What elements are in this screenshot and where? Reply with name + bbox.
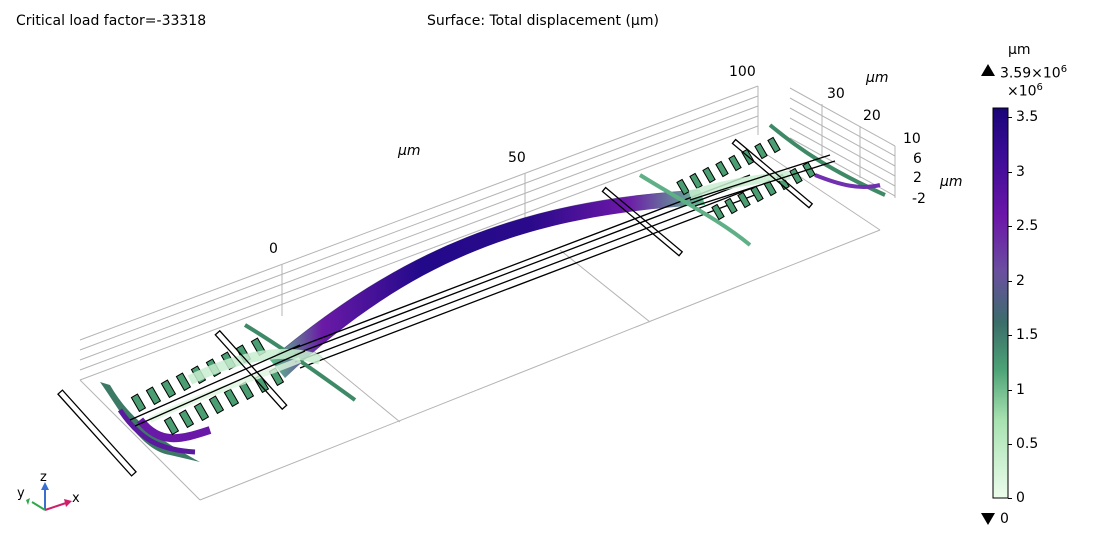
- axis-triad: [26, 482, 72, 511]
- colorbar-unit: µm: [1008, 42, 1031, 58]
- triad-x-label: x: [72, 491, 80, 506]
- colorbar-tick: [1008, 390, 1012, 391]
- beam-undeformed: [289, 174, 761, 369]
- z-axis-unit: µm: [940, 174, 963, 190]
- x-tick-100: 100: [729, 64, 756, 80]
- colorbar-tick: [1008, 498, 1012, 499]
- y-axis-unit: µm: [866, 70, 889, 86]
- z-tick-6: 6: [913, 151, 922, 167]
- colorbar-tick: [1008, 281, 1012, 282]
- colorbar-tick-label: 2: [1016, 273, 1025, 289]
- colorbar-tick: [1008, 444, 1012, 445]
- surface-title: Surface: Total displacement (µm): [427, 13, 659, 29]
- colorbar-tick-label: 3.5: [1016, 109, 1039, 125]
- max-marker-icon: [981, 64, 995, 76]
- colorbar-tick: [1008, 226, 1012, 227]
- left-comb: [57, 323, 357, 477]
- colorbar-tick-label: 1: [1016, 382, 1025, 398]
- colorbar-tick-label: 0: [1016, 490, 1025, 506]
- triad-y-label: y: [17, 486, 25, 501]
- colorbar-tick-label: 3: [1016, 164, 1025, 180]
- x-tick-0: 0: [269, 241, 278, 257]
- colorbar-min-label: 0: [1000, 511, 1009, 527]
- z-tick-10: 10: [903, 131, 921, 147]
- triad-z-label: z: [40, 470, 47, 485]
- right-comb: [601, 123, 886, 257]
- y-tick-20: 20: [863, 108, 881, 124]
- colorbar-tick-label: 1.5: [1016, 327, 1039, 343]
- colorbar-tick-label: 2.5: [1016, 218, 1039, 234]
- min-marker-icon: [981, 513, 995, 525]
- beam-deformed: [269, 189, 705, 378]
- colorbar-tick: [1008, 117, 1012, 118]
- colorbar-tick-label: 0.5: [1016, 436, 1039, 452]
- z-tick-2: 2: [913, 170, 922, 186]
- x-tick-50: 50: [508, 150, 526, 166]
- critical-load-label: Critical load factor=-33318: [16, 13, 207, 29]
- color-legend: [981, 64, 1009, 525]
- colorbar-tick: [1008, 335, 1012, 336]
- colorbar-tick: [1008, 172, 1012, 173]
- z-tick-neg2: -2: [912, 191, 926, 207]
- x-axis-unit: µm: [398, 143, 421, 159]
- y-tick-30: 30: [827, 86, 845, 102]
- colorbar-max-label: 3.59×106: [1000, 64, 1068, 82]
- colorbar-scale: ×106: [1007, 82, 1043, 100]
